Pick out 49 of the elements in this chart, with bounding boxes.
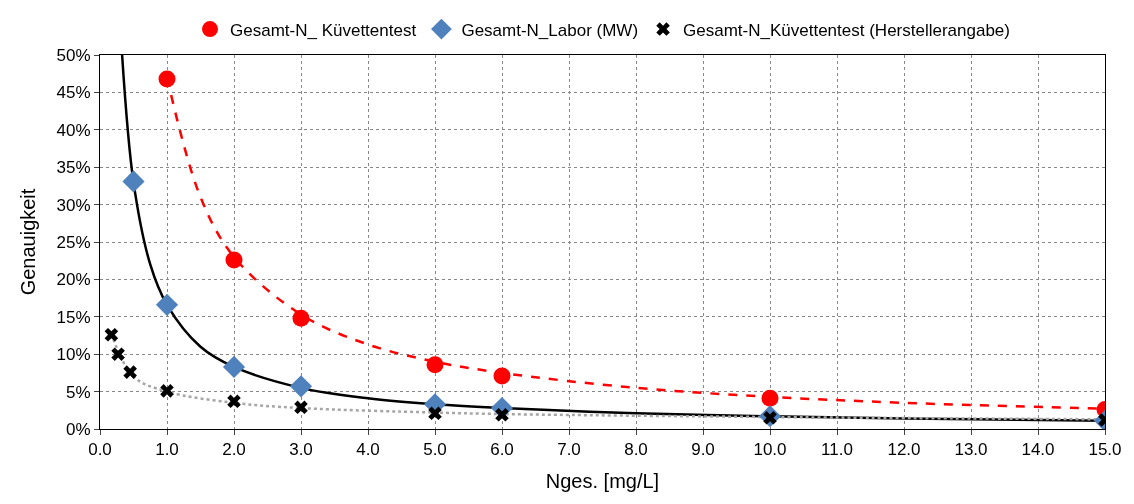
point — [292, 309, 310, 327]
point — [426, 356, 444, 374]
point — [160, 384, 174, 398]
legend-label: Gesamt-N_ Küvettentest — [230, 20, 417, 40]
x-tick-label: 11.0 — [821, 440, 853, 460]
x-tick-label: 7.0 — [557, 440, 581, 460]
point — [289, 375, 313, 398]
point — [428, 406, 442, 421]
point — [222, 355, 246, 378]
y-tick-label: 30% — [56, 195, 91, 215]
y-tick-label: 10% — [56, 345, 91, 365]
point — [761, 389, 779, 407]
x-tick-label: 13.0 — [954, 440, 988, 460]
point — [225, 251, 243, 269]
x-tick-label: 9.0 — [691, 440, 715, 460]
x-tick-label: 15.0 — [1088, 440, 1122, 460]
x-tick-label: 1.0 — [155, 440, 179, 460]
x-tick-label: 2.0 — [222, 440, 246, 460]
x-tick-label: 0.0 — [88, 440, 112, 460]
x-axis-title: Nges. [mg/L] — [545, 469, 660, 492]
point — [227, 394, 241, 409]
y-tick-label: 20% — [56, 270, 91, 290]
x-tick-label: 3.0 — [289, 440, 313, 460]
point — [158, 70, 176, 88]
legend-label: Gesamt-N_Labor (MW) — [461, 20, 639, 40]
y-axis-title: Genauigkeit — [17, 188, 40, 296]
x-tick-label: 4.0 — [356, 440, 380, 460]
x-tick-label: 14.0 — [1021, 440, 1055, 460]
x-tick-label: 5.0 — [423, 440, 447, 460]
point — [123, 365, 137, 379]
point — [493, 367, 511, 385]
y-tick-label: 45% — [56, 83, 91, 103]
y-tick-label: 40% — [56, 120, 91, 140]
x-tick-label: 12.0 — [887, 440, 921, 460]
y-tick-label: 5% — [66, 382, 91, 402]
y-tick-label: 35% — [56, 158, 91, 178]
y-tick-label: 50% — [56, 45, 91, 65]
legend-label: Gesamt-N_Küvettentest (Herstellerangabe) — [683, 20, 1010, 40]
y-tick-label: 15% — [56, 307, 91, 327]
y-tick-label: 0% — [66, 419, 91, 439]
x-tick-label: 8.0 — [624, 440, 648, 460]
x-tick-label: 10.0 — [753, 440, 787, 460]
y-tick-label: 25% — [56, 232, 91, 252]
x-tick-label: 6.0 — [490, 440, 514, 460]
point — [122, 170, 145, 193]
point — [294, 400, 308, 415]
point — [155, 293, 179, 316]
point — [111, 347, 125, 361]
point — [104, 327, 119, 342]
